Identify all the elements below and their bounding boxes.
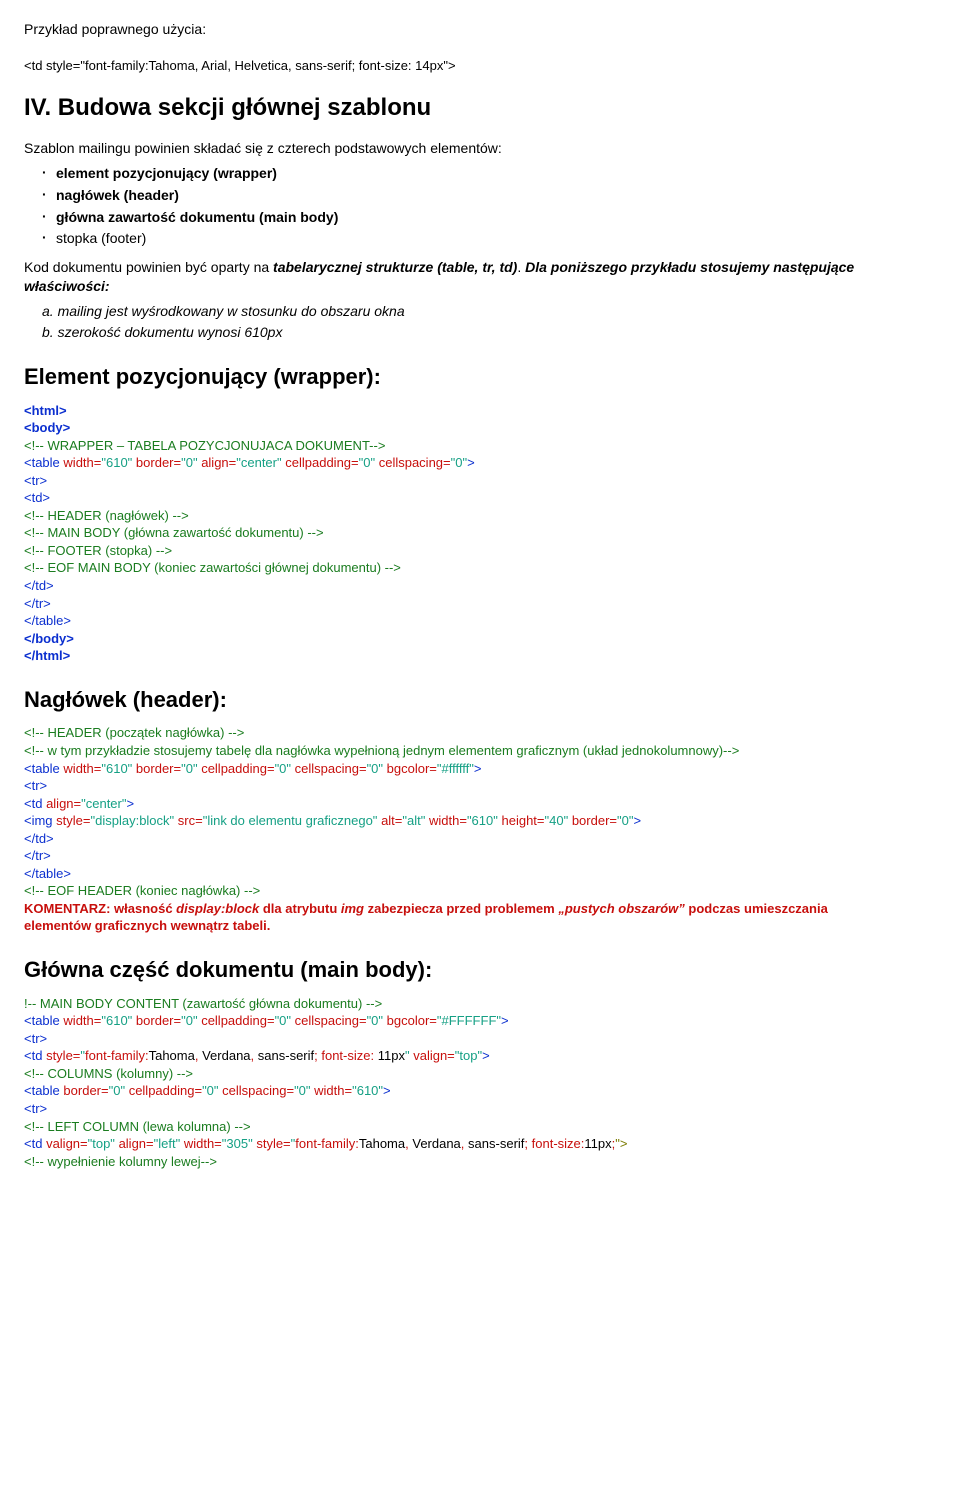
code-line: <html> [24, 402, 936, 420]
p2-post: . [517, 259, 525, 275]
bullet-item: stopka (footer) [42, 229, 936, 248]
code-line: <tr> [24, 777, 936, 795]
bullet-text: stopka (footer) [56, 230, 146, 246]
header-code-block: <!-- HEADER (początek nagłówka) --> <!--… [24, 724, 936, 935]
section-iv-para: Szablon mailingu powinien składać się z … [24, 139, 936, 158]
code-line: <!-- w tym przykładzie stosujemy tabelę … [24, 742, 936, 760]
code-line: <table width="610" border="0" cellpaddin… [24, 760, 936, 778]
bullet-text: element pozycjonujący (wrapper) [56, 165, 277, 181]
code-line: </td> [24, 830, 936, 848]
code-line: <!-- WRAPPER – TABELA POZYCJONUJACA DOKU… [24, 437, 936, 455]
section-iv-bullets: element pozycjonujący (wrapper) nagłówek… [24, 164, 936, 249]
section-iv-p2: Kod dokumentu powinien być oparty na tab… [24, 258, 936, 296]
code-line: <!-- wypełnienie kolumny lewej--> [24, 1153, 936, 1171]
code-line: <!-- HEADER (nagłówek) --> [24, 507, 936, 525]
code-line: <table border="0" cellpadding="0" cellsp… [24, 1082, 936, 1100]
code-line: <td> [24, 489, 936, 507]
bullet-text: nagłówek (header) [56, 187, 179, 203]
code-line: <!-- COLUMNS (kolumny) --> [24, 1065, 936, 1083]
mainbody-title: Główna część dokumentu (main body): [24, 955, 936, 985]
p2-pre: Kod dokumentu powinien być oparty na [24, 259, 273, 275]
intro-code: <td style="font-family:Tahoma, Arial, He… [24, 57, 936, 75]
comment-part: display:block [176, 901, 259, 916]
comment-line-1: KOMENTARZ: własność display:block dla at… [24, 900, 936, 918]
comment-part: podczas umieszczania [685, 901, 828, 916]
comment-part: dla atrybutu [259, 901, 341, 916]
code-line: <!-- EOF MAIN BODY (koniec zawartości gł… [24, 559, 936, 577]
code-line: </tr> [24, 847, 936, 865]
code-line: <table width="610" border="0" align="cen… [24, 454, 936, 472]
comment-part: „pustych obszarów” [558, 901, 684, 916]
sub-b: b. szerokość dokumentu wynosi 610px [42, 323, 936, 342]
p2-bold: tabelarycznej strukturze (table, tr, td) [273, 259, 517, 275]
code-line: <!-- HEADER (początek nagłówka) --> [24, 724, 936, 742]
code-line: <body> [24, 419, 936, 437]
code-line: <!-- FOOTER (stopka) --> [24, 542, 936, 560]
intro-line: Przykład poprawnego użycia: [24, 20, 936, 39]
code-line: <table width="610" border="0" cellpaddin… [24, 1012, 936, 1030]
code-line: <td valign="top" align="left" width="305… [24, 1135, 936, 1153]
code-line: <img style="display:block" src="link do … [24, 812, 936, 830]
code-line: </html> [24, 647, 936, 665]
section-iv-title: IV. Budowa sekcji głównej szablonu [24, 92, 936, 124]
code-line: </table> [24, 865, 936, 883]
code-line: <td style="font-family:Tahoma, Verdana, … [24, 1047, 936, 1065]
code-line: </body> [24, 630, 936, 648]
wrapper-code-block: <html> <body> <!-- WRAPPER – TABELA POZY… [24, 402, 936, 665]
header-title: Nagłówek (header): [24, 685, 936, 715]
bullet-item: główna zawartość dokumentu (main body) [42, 208, 936, 227]
code-line: <td align="center"> [24, 795, 936, 813]
sub-list: a. mailing jest wyśrodkowany w stosunku … [24, 302, 936, 342]
comment-part: KOMENTARZ: własność [24, 901, 176, 916]
code-line: </td> [24, 577, 936, 595]
comment-part: zabezpiecza przed problemem [364, 901, 558, 916]
mainbody-code-block: !-- MAIN BODY CONTENT (zawartość główna … [24, 995, 936, 1170]
code-line: !-- MAIN BODY CONTENT (zawartość główna … [24, 995, 936, 1013]
code-line: </tr> [24, 595, 936, 613]
code-line: <tr> [24, 1030, 936, 1048]
wrapper-title: Element pozycjonujący (wrapper): [24, 362, 936, 392]
code-line: <tr> [24, 1100, 936, 1118]
code-line: <!-- MAIN BODY (główna zawartość dokumen… [24, 524, 936, 542]
comment-part: img [341, 901, 364, 916]
code-line: </table> [24, 612, 936, 630]
bullet-item: nagłówek (header) [42, 186, 936, 205]
sub-a: a. mailing jest wyśrodkowany w stosunku … [42, 302, 936, 321]
bullet-text: główna zawartość dokumentu (main body) [56, 209, 338, 225]
comment-line-2: elementów graficznych wewnątrz tabeli. [24, 917, 936, 935]
code-line: <tr> [24, 472, 936, 490]
code-line: <!-- EOF HEADER (koniec nagłówka) --> [24, 882, 936, 900]
bullet-item: element pozycjonujący (wrapper) [42, 164, 936, 183]
code-line: <!-- LEFT COLUMN (lewa kolumna) --> [24, 1118, 936, 1136]
